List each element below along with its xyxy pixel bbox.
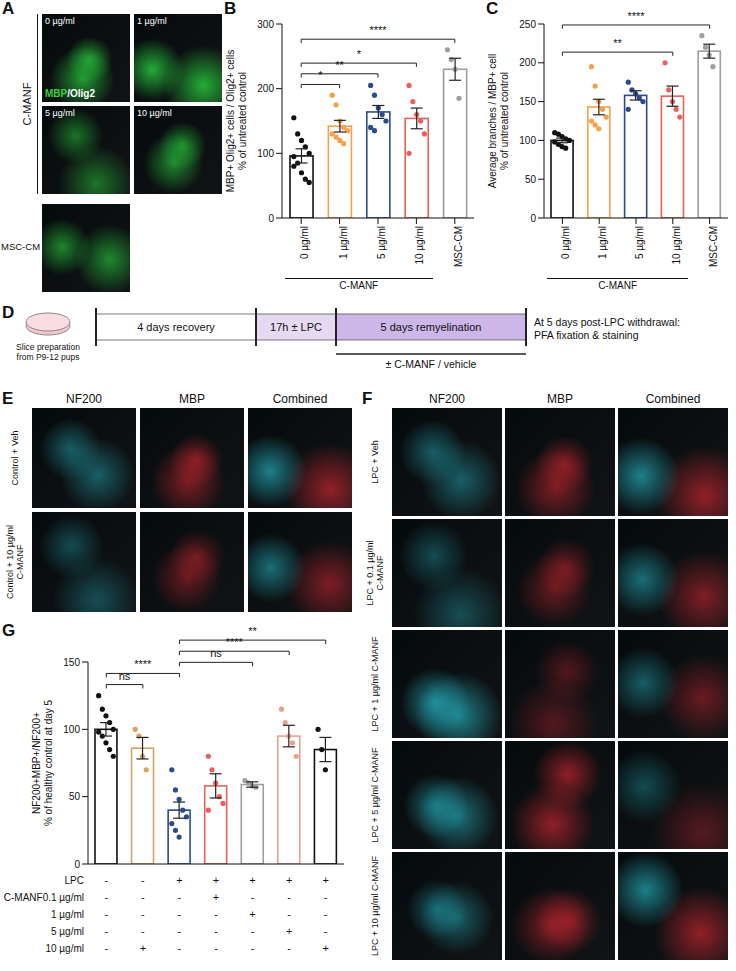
svg-text:MSC-CM: MSC-CM [453,226,464,267]
html-text:MSC-CM: MSC-CM [1,241,41,252]
svg-text:****: **** [369,24,387,36]
html-text:5 µg/ml: 5 µg/ml [45,108,75,118]
svg-text:****: **** [134,658,152,670]
svg-text:50: 50 [525,174,537,185]
svg-text:Average branches / MBP+ cell%: Average branches / MBP+ cell% of untreat… [487,54,510,189]
html-text:MBP: MBP [547,392,573,406]
html-text:10 µg/ml: 10 µg/ml [137,108,172,118]
html-text:G: G [2,621,16,640]
svg-text:5 days remyelination: 5 days remyelination [381,321,482,333]
html-text:MBP /Olig2: MBP /Olig2 [45,88,95,99]
html-text:LPC: LPC [64,875,84,886]
svg-text:*: * [318,69,323,81]
svg-text:ns: ns [210,647,222,659]
html-text:A: A [2,0,15,18]
html-text:E: E [2,389,14,408]
svg-text:MBP+ Olig2+ cells / Olig2+ cel: MBP+ Olig2+ cells / Olig2+ cells% of unt… [225,50,248,193]
svg-text:LPC + 5 µg/ml C-MANF: LPC + 5 µg/ml C-MANF [370,747,380,842]
svg-text:**: ** [248,625,257,637]
svg-text:250: 250 [519,19,536,30]
html-text:C-MANF: C-MANF [598,280,637,291]
svg-text:LPC + Veh: LPC + Veh [370,440,380,483]
svg-text:At 5 days post-LPC withdrawal:: At 5 days post-LPC withdrawal: [534,316,680,328]
svg-text:MSC-CM: MSC-CM [708,226,719,267]
svg-text:100: 100 [257,148,274,159]
svg-text:C-MANF: C-MANF [21,82,33,125]
svg-text:5 µg/ml: 5 µg/ml [634,226,645,259]
svg-text:10 µg/ml: 10 µg/ml [415,226,426,265]
svg-text:200: 200 [519,57,536,68]
svg-text:PFA fixation & staining: PFA fixation & staining [534,329,639,341]
html-text:0 µg/ml: 0 µg/ml [45,16,75,26]
svg-text:from P9-12 pups: from P9-12 pups [17,352,80,362]
html-text:D: D [2,303,15,322]
svg-text:**: ** [613,37,622,49]
html-text:MBP: MBP [179,392,205,406]
svg-text:50: 50 [69,791,81,802]
svg-text:0: 0 [530,213,536,224]
svg-text:Slice preparation: Slice preparation [16,342,80,352]
html-text:B: B [224,0,237,18]
svg-text:0 µg/ml: 0 µg/ml [299,226,310,259]
svg-text:300: 300 [257,19,274,30]
svg-text:1 µg/ml: 1 µg/ml [338,226,349,259]
svg-text:0: 0 [268,213,274,224]
svg-text:± C-MANF / vehicle: ± C-MANF / vehicle [386,358,477,370]
svg-text:17h ± LPC: 17h ± LPC [270,321,322,333]
svg-text:10 µg/ml: 10 µg/ml [671,226,682,265]
svg-text:LPC + 10 µg/ml C-MANF: LPC + 10 µg/ml C-MANF [370,856,380,956]
svg-text:0: 0 [74,859,80,870]
svg-text:5 µg/ml: 5 µg/ml [376,226,387,259]
html-text:1 µg/ml: 1 µg/ml [137,16,167,26]
svg-text:ns: ns [119,670,131,682]
svg-text:Control + 10 µg/mlC-MANF: Control + 10 µg/mlC-MANF [5,525,26,599]
html-text:NF200: NF200 [66,392,102,406]
svg-text:NF200+MBP+/NF200+% of healthy: NF200+MBP+/NF200+% of healthy control at… [31,699,54,826]
html-text:5 µg/ml: 5 µg/ml [51,926,84,937]
html-text:10 µg/ml: 10 µg/ml [45,943,84,954]
svg-text:LPC + 1 µg/ml C-MANF: LPC + 1 µg/ml C-MANF [370,636,380,731]
html-text:Combined: Combined [645,392,701,406]
svg-text:Control + Veh: Control + Veh [10,431,20,486]
svg-text:200: 200 [257,83,274,94]
html-text:C-MANF0.1 µg/ml: C-MANF0.1 µg/ml [3,892,84,903]
svg-text:100: 100 [63,724,80,735]
svg-text:150: 150 [63,657,80,668]
html-text:C-MANF: C-MANF [339,280,379,291]
html-text:C: C [486,0,499,18]
svg-text:150: 150 [519,96,536,107]
svg-text:1 µg/ml: 1 µg/ml [597,226,608,259]
svg-text:100: 100 [519,135,536,146]
svg-text:0 µg/ml: 0 µg/ml [561,226,572,259]
svg-text:4 days recovery: 4 days recovery [137,321,215,333]
html-text:Combined: Combined [272,392,328,406]
svg-text:LPC + 0.1 µg/mlC-MANF: LPC + 0.1 µg/mlC-MANF [365,541,386,606]
html-text:F: F [362,389,373,408]
html-text:1 µg/ml: 1 µg/ml [51,909,84,920]
svg-text:****: **** [226,636,244,648]
html-text:NF200: NF200 [429,392,465,406]
svg-text:*: * [357,48,362,60]
svg-text:**: ** [335,59,344,71]
svg-text:****: **** [627,10,645,22]
